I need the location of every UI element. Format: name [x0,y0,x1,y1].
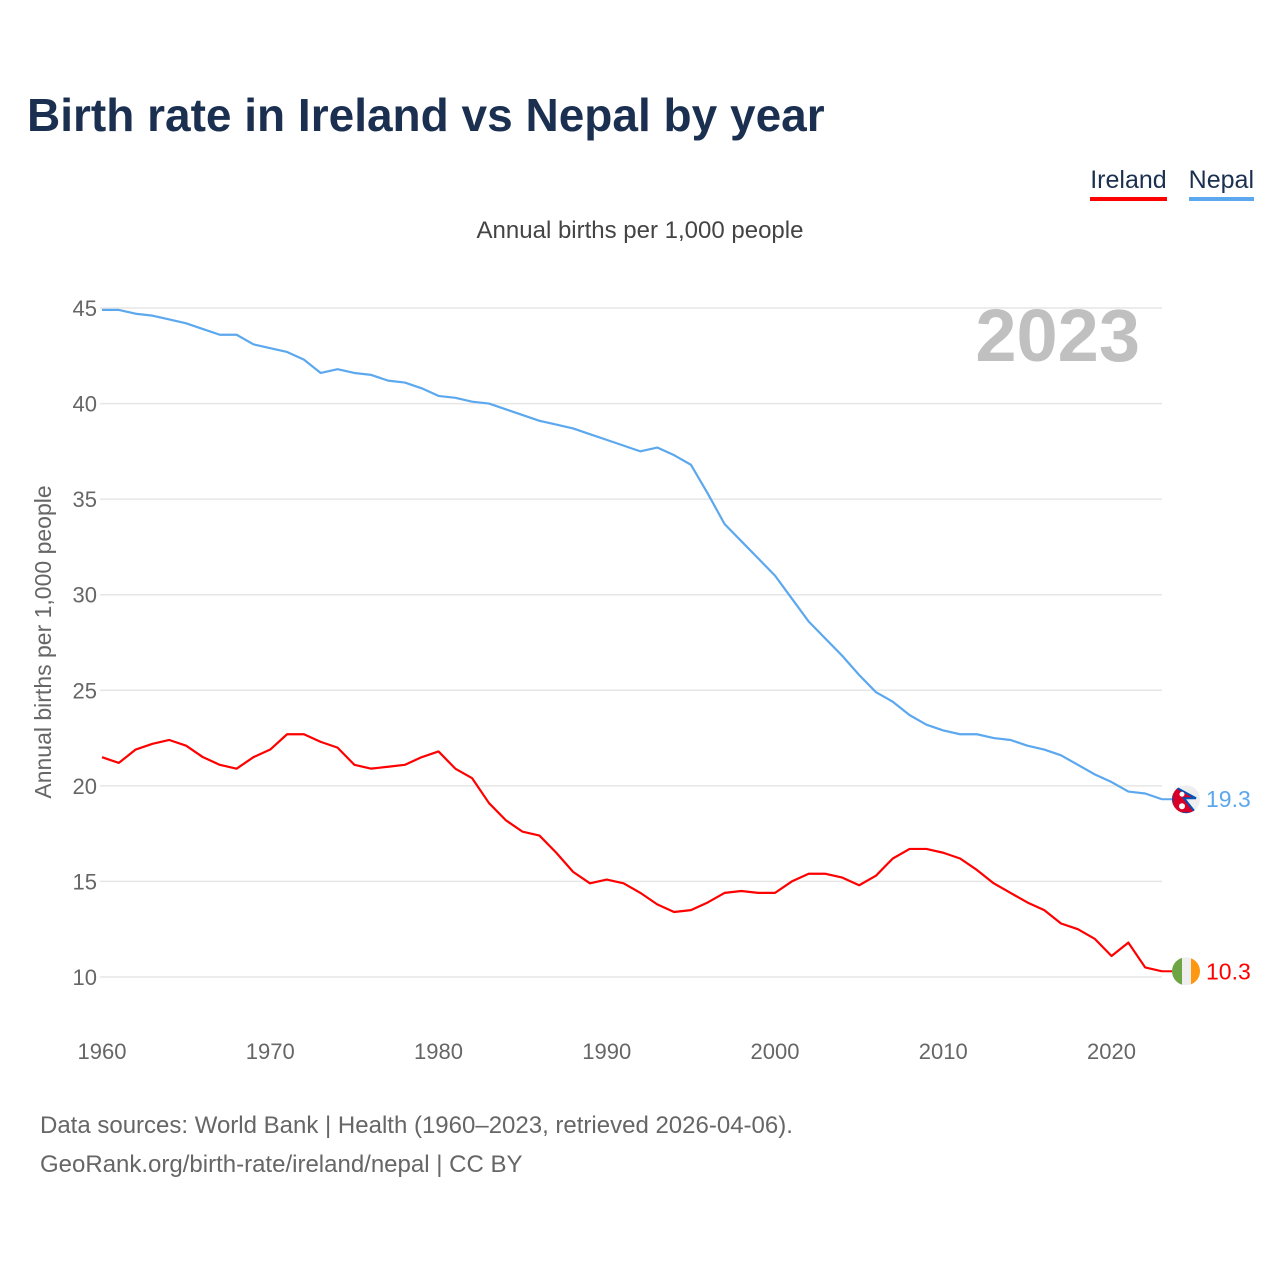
y-tick-label: 15 [73,869,97,894]
chart-subtitle: Annual births per 1,000 people [476,217,804,244]
source-line-2[interactable]: GeoRank.org/birth-rate/ireland/nepal | C… [40,1151,523,1178]
nepal-flag-icon [1172,785,1200,814]
x-tick-label: 1970 [246,1039,295,1064]
y-tick-label: 25 [73,678,97,703]
source-note: Data sources: World Bank | Health (1960–… [40,1106,793,1184]
legend-item-nepal[interactable]: Nepal [1188,166,1254,201]
y-tick-label: 35 [73,487,97,512]
chart-title: Birth rate in Ireland vs Nepal by year [27,89,825,141]
end-value-label-nepal: 19.3 [1206,786,1251,812]
y-tick-label: 10 [73,965,97,990]
x-tick-label: 2020 [1087,1039,1136,1064]
x-tick-label: 2000 [751,1039,800,1064]
y-tick-label: 30 [73,583,97,608]
legend: Ireland Nepal [1090,166,1254,201]
source-line-1: Data sources: World Bank | Health (1960–… [40,1112,793,1139]
y-tick-label: 40 [73,392,97,417]
series-line-nepal [102,308,1163,801]
year-watermark: 2023 [975,294,1140,377]
x-tick-label: 1990 [582,1039,631,1064]
x-tick-label: 1960 [78,1039,127,1064]
y-axis-label: Annual births per 1,000 people [30,485,56,798]
y-tick-label: 45 [73,296,97,321]
x-tick-label: 1980 [414,1039,463,1064]
end-value-label-ireland: 10.3 [1206,958,1251,984]
ireland-flag-icon [1172,957,1200,986]
y-tick-label: 20 [73,774,97,799]
series-line-ireland [101,733,1163,973]
x-tick-label: 2010 [919,1039,968,1064]
legend-item-ireland[interactable]: Ireland [1090,166,1167,201]
